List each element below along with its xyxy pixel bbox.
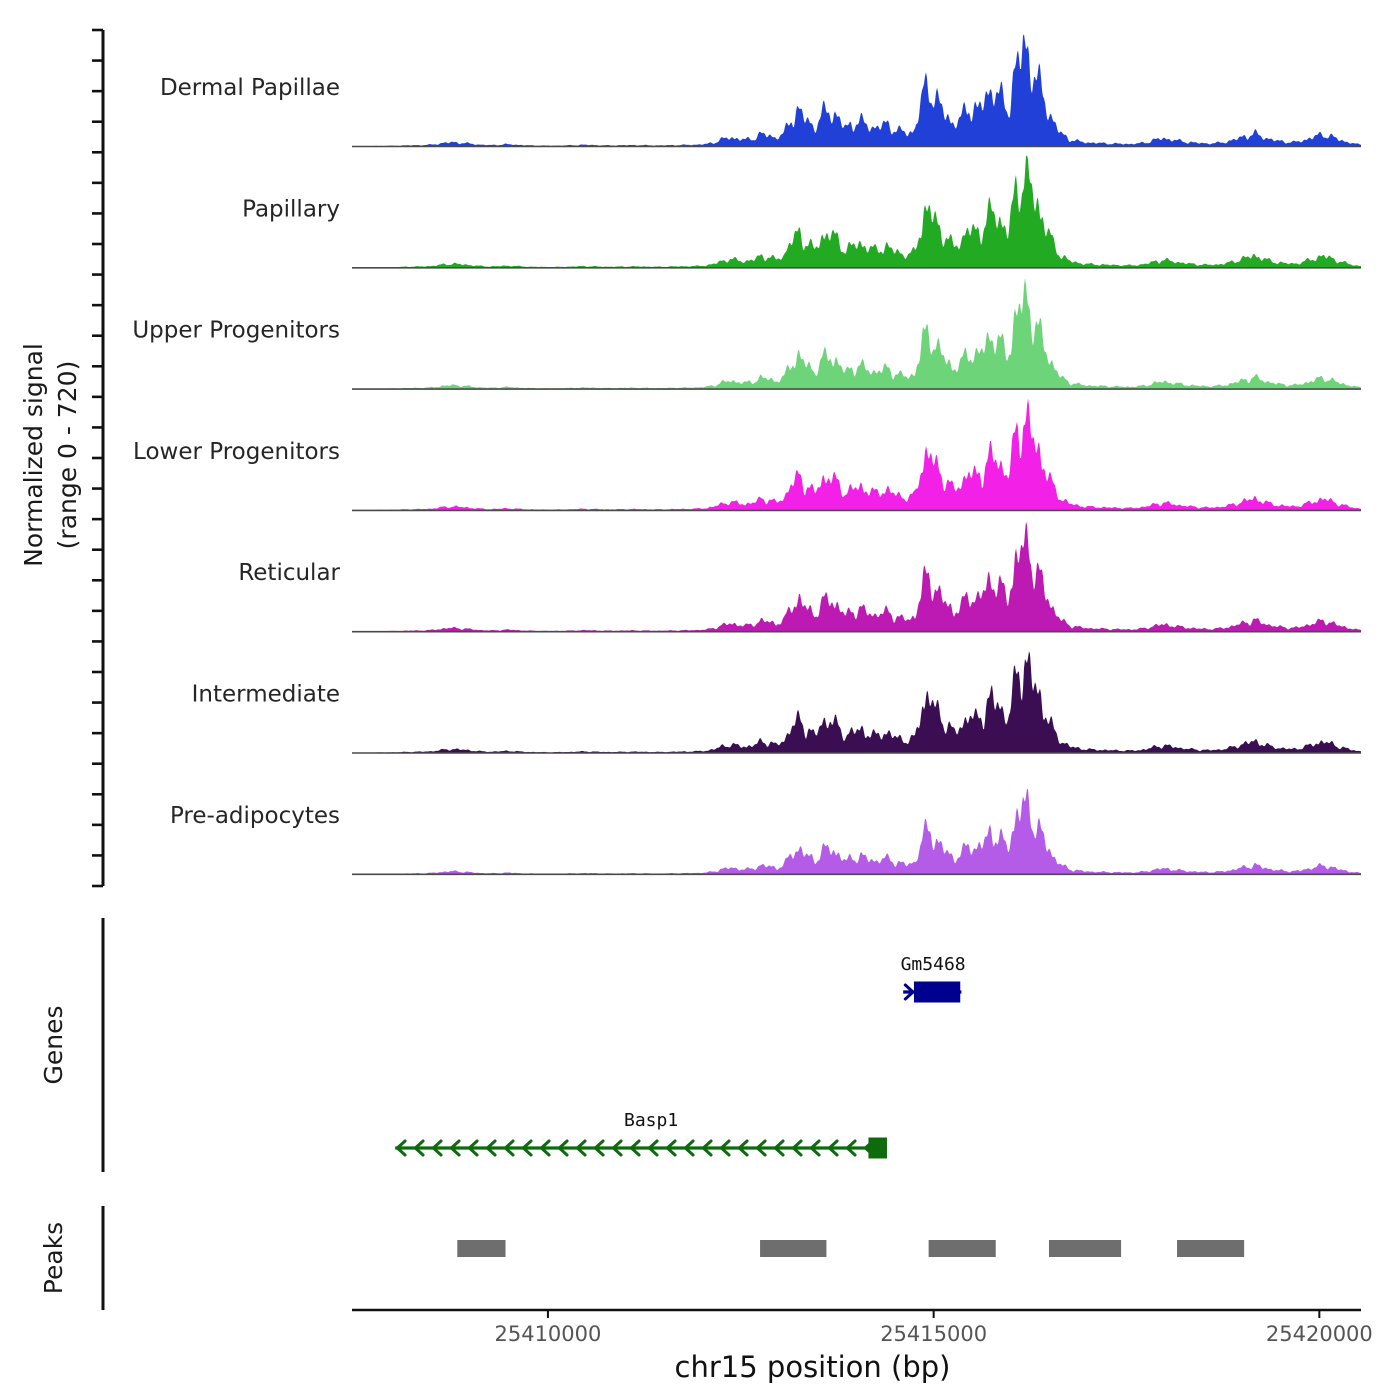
gene-exon: [868, 1137, 887, 1159]
x-axis: 25410000 25415000 25420000 chr15 position (…: [352, 1308, 1373, 1384]
track-label: Reticular: [238, 560, 340, 586]
yaxis-title-line1: Normalized signal: [19, 343, 48, 567]
gene-strand-arrow: [611, 1139, 623, 1157]
gene-strand-arrow: [575, 1139, 587, 1157]
gene-strand-arrow: [791, 1139, 803, 1157]
gene-label: Basp1: [624, 1110, 678, 1131]
signal-area: [352, 34, 1361, 147]
gene-strand-arrow: [683, 1139, 695, 1157]
gene-strand-arrow: [593, 1139, 605, 1157]
peak-bar[interactable]: [1177, 1240, 1245, 1257]
track-label: Lower Progenitors: [133, 439, 340, 465]
track-label: Intermediate: [192, 682, 340, 708]
gene-strand-arrow: [449, 1139, 461, 1157]
signal-area: [352, 278, 1361, 390]
gene-strand-arrow: [557, 1139, 569, 1157]
track-label: Papillary: [242, 196, 340, 222]
yaxis-title: Normalized signal (range 0 - 720): [19, 343, 82, 567]
peaks-axis-title: Peaks: [39, 1222, 68, 1294]
gene-strand-arrow: [485, 1139, 497, 1157]
signal-area: [352, 788, 1361, 875]
gene-strand-arrow: [539, 1139, 551, 1157]
x-tick-label: 25410000: [494, 1322, 601, 1346]
signal-track: Intermediate: [192, 651, 1361, 754]
gene-exon: [913, 981, 961, 1003]
genes-axis-title: Genes: [39, 1005, 68, 1084]
signal-area: [352, 521, 1361, 632]
x-tick-label: 25415000: [880, 1322, 987, 1346]
peak-bar[interactable]: [928, 1240, 996, 1257]
gene-strand-arrow: [809, 1139, 821, 1157]
signal-track: Pre-adipocytes: [170, 788, 1361, 876]
peak-bar[interactable]: [760, 1240, 827, 1257]
gene-strand-arrow: [503, 1139, 515, 1157]
signal-track: Papillary: [242, 155, 1361, 269]
peaks-panel: Peaks: [39, 1206, 1245, 1310]
gene-strand-arrow: [701, 1139, 713, 1157]
signal-track: Dermal Papillae: [160, 34, 1361, 148]
gene-strand-arrow: [845, 1139, 857, 1157]
peak-bar[interactable]: [457, 1240, 506, 1257]
genes-panel: Genes Gm5468 Basp1: [39, 918, 966, 1172]
gene-model[interactable]: Gm5468: [901, 954, 966, 1003]
gene-strand-arrow: [395, 1139, 407, 1157]
x-axis-title: chr15 position (bp): [675, 1350, 951, 1384]
gene-label: Gm5468: [901, 954, 966, 975]
signal-tracks: Dermal Papillae Papillary Upper Progenitor…: [132, 34, 1361, 876]
gene-strand-arrow: [467, 1139, 479, 1157]
signal-area: [352, 155, 1361, 268]
gene-model[interactable]: Basp1: [395, 1110, 887, 1159]
track-label: Upper Progenitors: [132, 318, 340, 344]
signal-area: [352, 398, 1361, 511]
gene-strand-arrow: [903, 983, 915, 1001]
gene-strand-arrow: [755, 1139, 767, 1157]
yaxis-title-line2: (range 0 - 720): [53, 361, 82, 550]
gene-strand-arrow: [827, 1139, 839, 1157]
gene-strand-arrow: [719, 1139, 731, 1157]
signal-area: [352, 651, 1361, 753]
gene-strand-arrow: [431, 1139, 443, 1157]
gene-strand-arrow: [737, 1139, 749, 1157]
gene-strand-arrow: [773, 1139, 785, 1157]
gene-strand-arrow: [647, 1139, 659, 1157]
track-label: Pre-adipocytes: [170, 803, 340, 829]
peak-bar[interactable]: [1048, 1240, 1122, 1257]
signal-track: Reticular: [238, 521, 1361, 633]
gene-strand-arrow: [629, 1139, 641, 1157]
signal-axis: [92, 28, 105, 888]
track-label: Dermal Papillae: [160, 75, 340, 101]
x-tick-label: 25420000: [1266, 1322, 1373, 1346]
signal-track: Upper Progenitors: [132, 278, 1361, 390]
signal-track: Lower Progenitors: [133, 398, 1361, 512]
gene-strand-arrow: [521, 1139, 533, 1157]
gene-strand-arrow: [665, 1139, 677, 1157]
gene-strand-arrow: [413, 1139, 425, 1157]
